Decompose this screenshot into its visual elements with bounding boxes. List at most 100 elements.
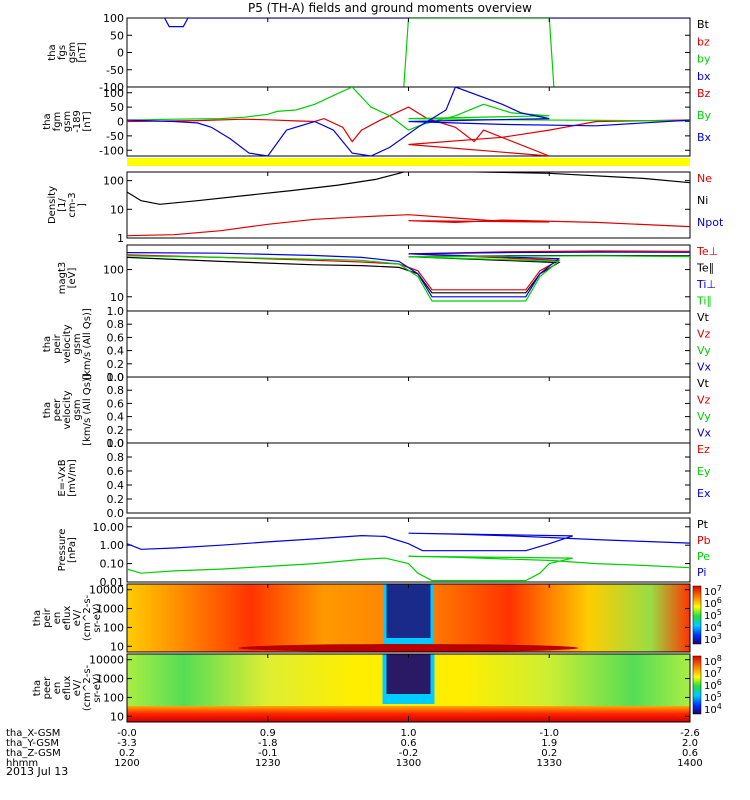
fgm-ytick-label: -50 (106, 130, 124, 143)
panel-fgs: 100 50 0 -50 -100 tha fgs gsm [nT] Bt bz by bx (47, 12, 711, 94)
peir_spec-colorbar-label: 103 (704, 632, 722, 646)
fgm-ylabel: fgm (52, 112, 63, 132)
footer-row-value: 0.2 (541, 748, 557, 759)
density-frame (126, 171, 691, 239)
footer-row-value: 1200 (114, 758, 139, 769)
vpeer-ylabel: peer (52, 398, 63, 422)
footer-row-value: 0.6 (401, 738, 417, 749)
panel-density: 100 10 1 Density [1/cm-3] Ne Ni Npot (47, 171, 724, 245)
peer_spec-ylabel: (cm^2-s- (82, 664, 93, 711)
vpeir-ytick-label: 0.6 (107, 331, 125, 344)
peir_spec-ylabel: en (52, 612, 63, 625)
vpeer-ylabel: velocity (62, 390, 73, 429)
series-fgs-by (403, 18, 555, 87)
peir_spec-ylabel: peir (42, 607, 53, 627)
vpeer-ytick-label: 0.4 (107, 411, 125, 424)
fgs-ytick-label: 0 (117, 47, 124, 60)
efield-ytick-label: 0.8 (107, 451, 125, 464)
vpeir-legend-entry: Vz (697, 328, 711, 341)
series-temp-Ti∥ (127, 255, 690, 302)
peer_spec-colorbar-label: 104 (704, 702, 722, 716)
peer_spec-ylabel: tha (32, 680, 43, 696)
footer-row-value: -0.1 (258, 748, 278, 759)
temp-ylabel: [eV] (67, 268, 78, 289)
efield-ytick-label: 0.0 (107, 507, 125, 520)
peir_spec-low-energy-band (238, 644, 579, 652)
figure-title: P5 (TH-A) fields and ground moments over… (248, 1, 532, 15)
series-fgm-Bx (127, 87, 690, 156)
efield-legend-entry: Ex (697, 487, 711, 500)
efield-frame (126, 442, 691, 514)
temp-legend-entry: Te⊥ (696, 245, 718, 258)
footer-row-value: 1.9 (541, 738, 557, 749)
vpeer-ytick-label: 0.2 (107, 424, 125, 437)
fgs-legend-entry: bx (697, 70, 711, 83)
efield-ytick-label: 1.0 (107, 437, 125, 450)
vpeer-ytick-label: 0.6 (107, 397, 125, 410)
density-ylabel: Density (47, 186, 58, 224)
peer_spec-dropout-core (386, 654, 431, 694)
vpeir-ytick-label: 0.2 (107, 358, 125, 371)
fgs-ylabel: [nT] (77, 42, 88, 62)
footer-row-value: 1400 (677, 758, 702, 769)
series-temp-Te∥ (127, 254, 690, 294)
time-axis-footer: tha_X-GSM -0.0 0.9 1.0 -1.0 -2.6 tha_Y-GSM -3.3… (6, 18, 703, 769)
footer-row-value: -3.3 (117, 738, 137, 749)
vpeer-ytick-label: 0.0 (107, 437, 125, 450)
fgm-ylabel: [nT] (82, 111, 93, 131)
efield-legend-entry: Ey (697, 465, 711, 478)
footer-row-value: 2.0 (682, 738, 698, 749)
vpeir-ylabel: peir (52, 333, 63, 353)
vpeer-legend-entry: Vt (697, 377, 710, 390)
peer_spec-ytick-label: 100 (103, 691, 124, 704)
series-density-Ne (127, 214, 690, 237)
pressure-legend-entry: Pi (697, 566, 706, 579)
vpeer-ylabel: tha (42, 402, 53, 418)
fgs-ytick-label: 100 (103, 12, 124, 25)
vpeer-ylabel: [km/s (All Qs)] (82, 374, 93, 446)
panel-pressure: 10.00 1.00 0.10 0.01 Pressure [nPa] Pt Pb Pe Pi (57, 517, 711, 589)
pressure-ylabel: [nPa] (67, 537, 78, 563)
pressure-frame (126, 517, 691, 583)
footer-row-value: 0.6 (682, 748, 698, 759)
peer_spec-ytick-label: 10 (110, 710, 124, 723)
fgs-ylabel: fgs (57, 45, 68, 60)
efield-ytick-label: 0.6 (107, 465, 125, 478)
footer-row-value: 0.9 (260, 728, 276, 739)
pressure-ytick-label: 0.10 (100, 558, 125, 571)
peir_spec-ylabel: (cm^2-s- (82, 594, 93, 641)
footer-row-label: hhmm (6, 758, 38, 769)
density-ylabel: [1/ (57, 198, 68, 212)
series-fgm-By (127, 87, 690, 131)
peir_spec-ytick-label: 10000 (89, 584, 124, 597)
density-legend-entry: Npot (697, 216, 724, 229)
panel-temp: 100 10 magt3 [eV] Te⊥ Te∥ Ti⊥ Ti∥ (57, 244, 718, 312)
vpeir-ylabel: [km/s (All Qs)] (82, 308, 93, 380)
vpeir-legend-entry: Vt (697, 311, 710, 324)
fgs-ytick-label: 50 (110, 29, 124, 42)
footer-row-value: -0.2 (399, 748, 419, 759)
fgs-legend-entry: bz (697, 35, 710, 48)
footer-row-label: tha_Z-GSM (6, 748, 61, 759)
peir_spec-dropout-core (386, 584, 431, 638)
density-legend-entry: Ni (697, 194, 708, 207)
vpeir-ylabel: gsm (72, 333, 83, 354)
vpeir-ylabel: tha (42, 336, 53, 352)
density-ylabel: ] (77, 203, 88, 207)
temp-legend-entry: Ti∥ (696, 295, 712, 308)
efield-ytick-label: 0.4 (107, 479, 125, 492)
series-density-Ni (127, 172, 690, 205)
series-temp-Te⊥ (127, 250, 690, 291)
fgs-ylabel: tha (47, 44, 58, 60)
peir_spec-ytick-label: 1000 (96, 603, 124, 616)
peer_spec-ylabel: sr-eV) (92, 673, 103, 702)
temp-legend-entry: Ti⊥ (696, 278, 716, 291)
temp-frame (126, 244, 691, 312)
fgs-ytick-label: -50 (106, 64, 124, 77)
fgm-ylabel: -189 (72, 110, 83, 133)
temp-ytick-label: 10 (110, 291, 124, 304)
